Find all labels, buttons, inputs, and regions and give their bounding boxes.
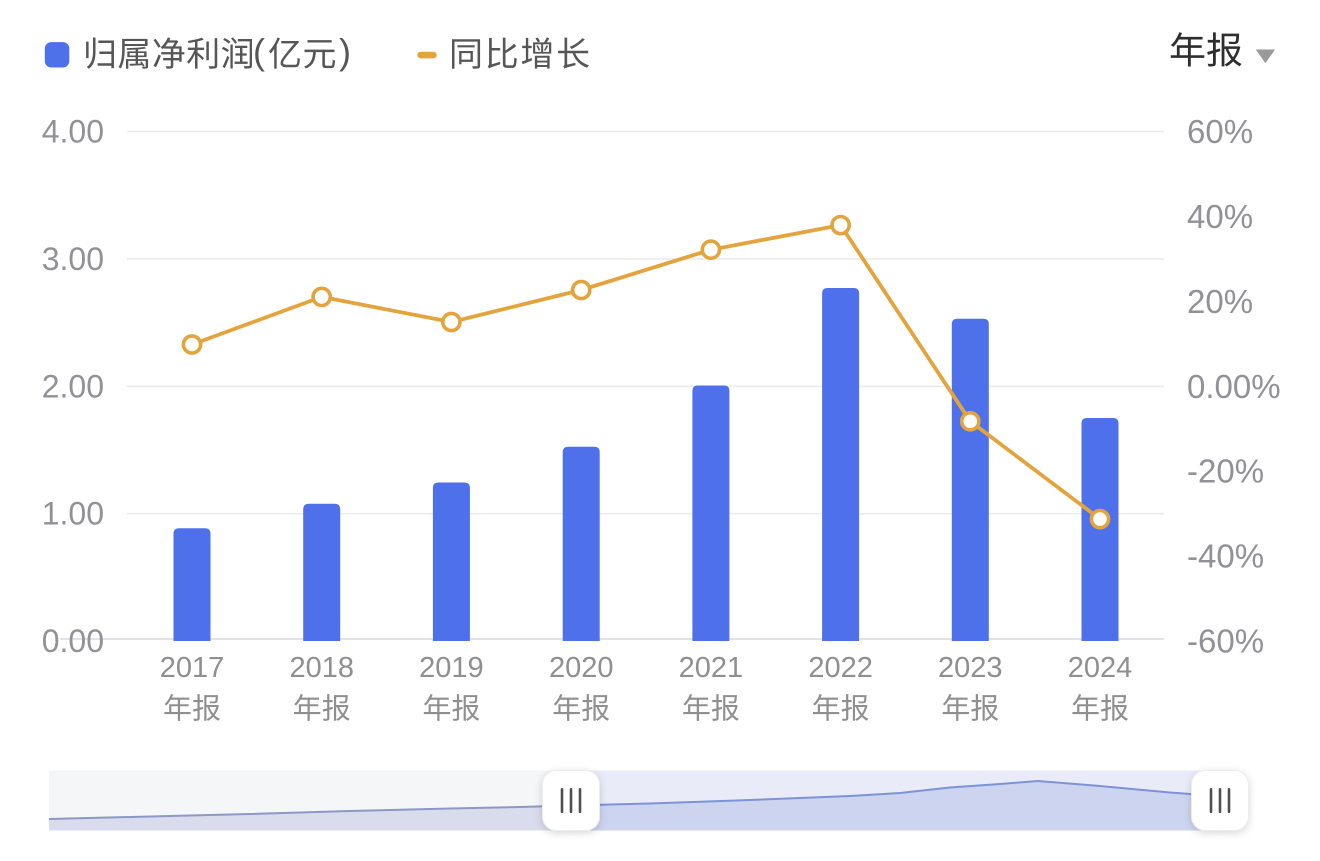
svg-text:-20%: -20% [1187,453,1264,490]
svg-text:2023: 2023 [938,652,1003,684]
svg-text:3.00: 3.00 [42,241,104,277]
svg-text:2022: 2022 [808,652,873,684]
svg-text:4.00: 4.00 [42,114,104,150]
svg-text:1.00: 1.00 [42,496,104,532]
svg-text:-60%: -60% [1187,623,1264,660]
svg-text:20%: 20% [1187,283,1253,320]
svg-text:): ) [339,31,351,72]
svg-text:(: ( [253,31,265,72]
svg-text:0.00: 0.00 [42,623,104,659]
svg-text:2024: 2024 [1068,652,1133,684]
svg-text:2019: 2019 [419,652,484,684]
svg-text:2.00: 2.00 [42,368,104,404]
svg-text:-40%: -40% [1187,538,1264,575]
svg-text:0.00%: 0.00% [1187,368,1281,405]
svg-text:2017: 2017 [160,652,225,684]
svg-text:60%: 60% [1187,113,1253,150]
svg-text:2021: 2021 [679,652,744,684]
svg-text:40%: 40% [1187,198,1253,235]
svg-text:2018: 2018 [289,652,354,684]
svg-text:2020: 2020 [549,652,614,684]
